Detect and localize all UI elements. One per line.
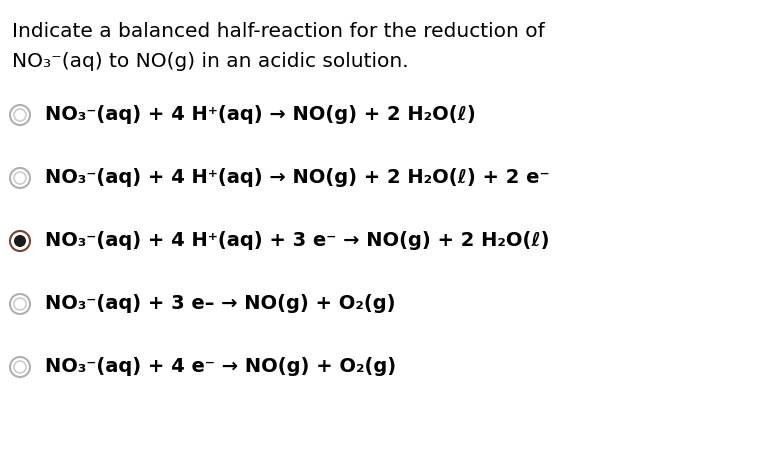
- Text: NO₃⁻(aq) + 3 e– → NO(g) + O₂(g): NO₃⁻(aq) + 3 e– → NO(g) + O₂(g): [45, 294, 396, 313]
- Circle shape: [10, 294, 30, 314]
- Circle shape: [10, 168, 30, 188]
- Circle shape: [10, 105, 30, 125]
- Text: NO₃⁻(aq) + 4 H⁺(aq) → NO(g) + 2 H₂O(ℓ) + 2 e⁻: NO₃⁻(aq) + 4 H⁺(aq) → NO(g) + 2 H₂O(ℓ) +…: [45, 168, 550, 187]
- Text: NO₃⁻(aq) + 4 H⁺(aq) → NO(g) + 2 H₂O(ℓ): NO₃⁻(aq) + 4 H⁺(aq) → NO(g) + 2 H₂O(ℓ): [45, 105, 476, 124]
- Text: NO₃⁻(aq) + 4 e⁻ → NO(g) + O₂(g): NO₃⁻(aq) + 4 e⁻ → NO(g) + O₂(g): [45, 357, 396, 376]
- Text: Indicate a balanced half-reaction for the reduction of: Indicate a balanced half-reaction for th…: [12, 22, 544, 41]
- Circle shape: [10, 231, 30, 251]
- Circle shape: [14, 235, 26, 247]
- Circle shape: [10, 357, 30, 377]
- Text: NO₃⁻(aq) + 4 H⁺(aq) + 3 e⁻ → NO(g) + 2 H₂O(ℓ): NO₃⁻(aq) + 4 H⁺(aq) + 3 e⁻ → NO(g) + 2 H…: [45, 231, 550, 250]
- Text: NO₃⁻(aq) to NO(g) in an acidic solution.: NO₃⁻(aq) to NO(g) in an acidic solution.: [12, 52, 409, 71]
